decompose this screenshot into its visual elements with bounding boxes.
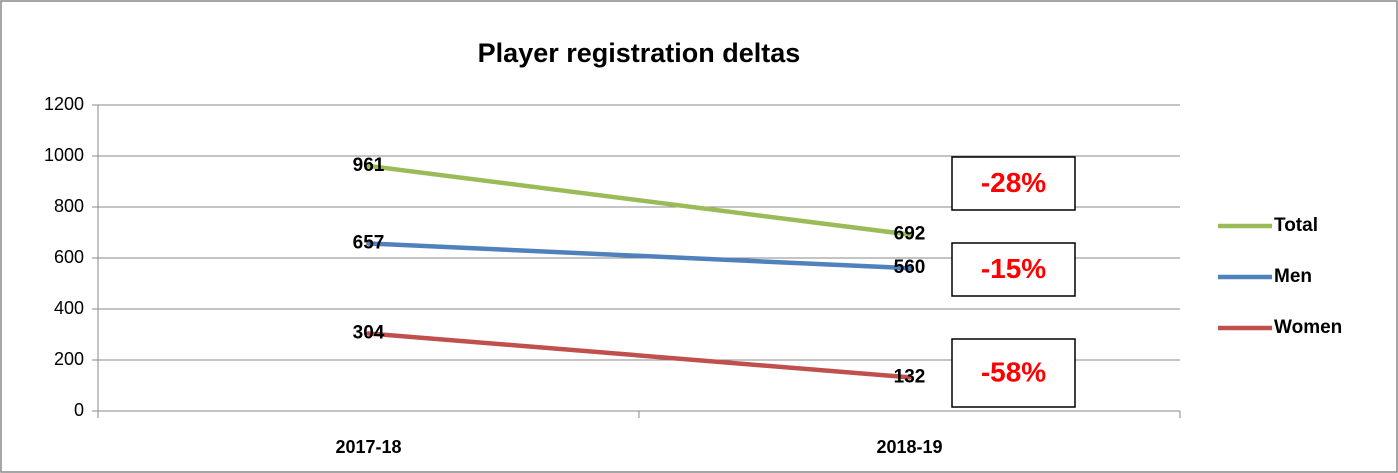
y-tick-label: 200 (54, 349, 84, 369)
series-line (366, 331, 912, 380)
y-tick-label: 800 (54, 196, 84, 216)
legend-label: Men (1274, 266, 1312, 287)
annotation: -58% (981, 356, 1046, 387)
data-label: 961 (353, 155, 385, 176)
annotation-box (951, 338, 1076, 408)
y-tick-label: 1000 (44, 145, 84, 165)
annotation: -15% (981, 253, 1046, 284)
x-tick-label: 2018-19 (876, 437, 942, 457)
series-line (366, 163, 912, 237)
legend-label: Women (1274, 317, 1342, 338)
y-tick-label: 1200 (44, 94, 84, 114)
data-label: 304 (353, 322, 385, 343)
data-label: 692 (894, 224, 926, 245)
series-line (366, 241, 912, 271)
data-label: 132 (894, 366, 926, 387)
y-tick-label: 600 (54, 247, 84, 267)
chart-title: Player registration deltas (478, 38, 801, 68)
data-label: 657 (353, 232, 385, 253)
legend-label: Total (1274, 215, 1318, 236)
annotation-box (951, 156, 1076, 211)
y-tick-label: 0 (74, 400, 84, 420)
annotation-box (951, 242, 1076, 297)
data-label: 560 (894, 257, 926, 278)
annotation: -28% (981, 167, 1046, 198)
y-tick-label: 400 (54, 298, 84, 318)
x-tick-label: 2017-18 (335, 437, 401, 457)
